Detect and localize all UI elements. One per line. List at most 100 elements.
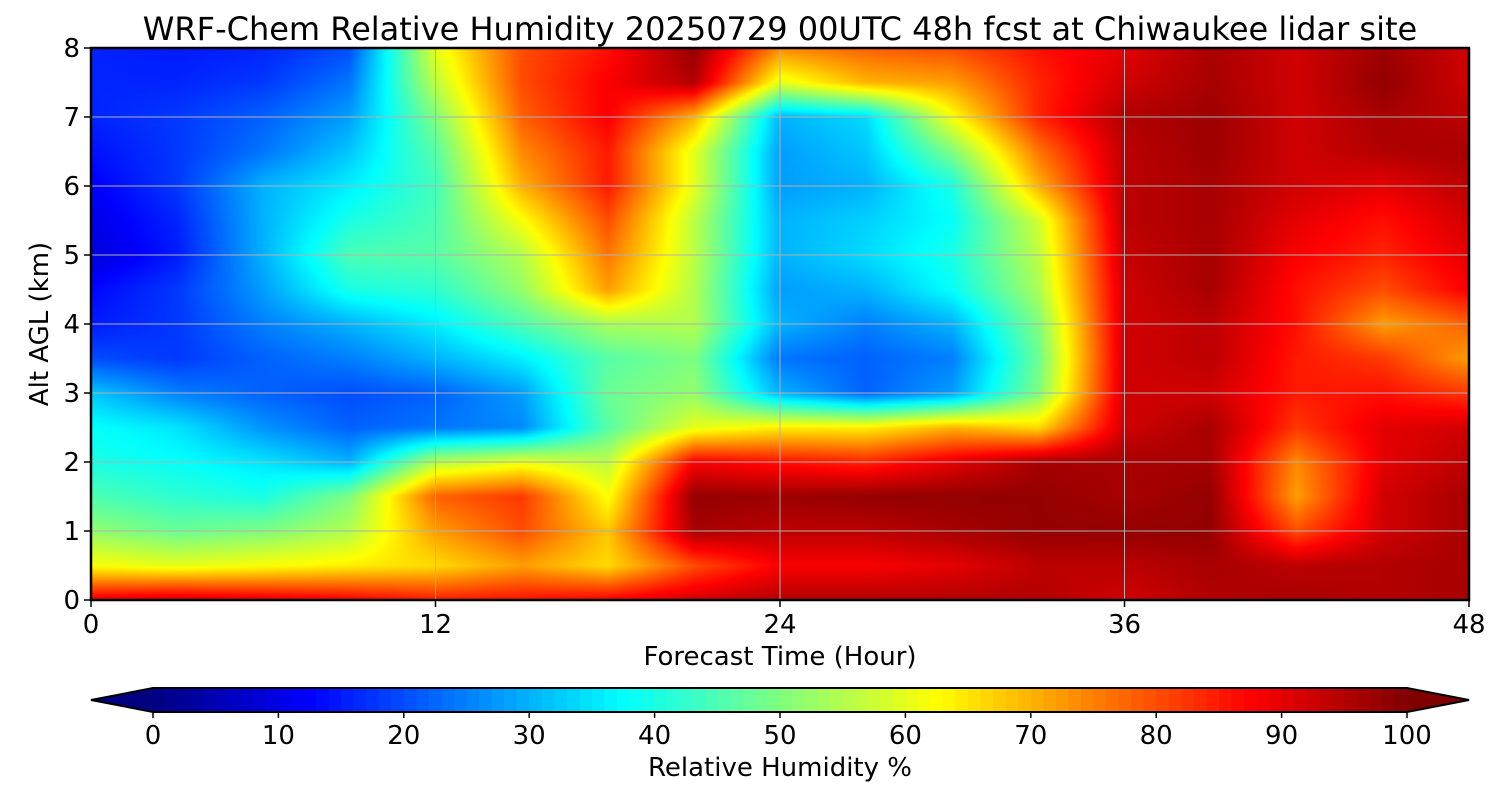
colorbar-swatch xyxy=(165,688,179,712)
colorbar-swatch xyxy=(1369,688,1383,712)
colorbar-swatch xyxy=(491,688,505,712)
y-tick-label: 6 xyxy=(63,172,80,202)
colorbar-swatch xyxy=(767,688,781,712)
colorbar-swatch xyxy=(742,688,756,712)
colorbar-swatch xyxy=(416,688,430,712)
colorbar-tick-label: 80 xyxy=(1140,721,1173,751)
colorbar-swatch xyxy=(1118,688,1132,712)
colorbar-swatch xyxy=(1068,688,1082,712)
colorbar-tick-label: 90 xyxy=(1265,721,1298,751)
colorbar-swatch xyxy=(1344,688,1358,712)
colorbar-swatch xyxy=(943,688,957,712)
colorbar-swatch xyxy=(955,688,969,712)
colorbar-extend-low xyxy=(91,688,153,712)
x-tick-label: 12 xyxy=(419,610,452,640)
colorbar-swatch xyxy=(1168,688,1182,712)
y-tick-label: 5 xyxy=(63,241,80,271)
colorbar-swatch xyxy=(228,688,242,712)
y-tick-label: 3 xyxy=(63,379,80,409)
colorbar-swatch xyxy=(704,688,718,712)
colorbar-swatch xyxy=(968,688,982,712)
colorbar-swatch xyxy=(1206,688,1220,712)
colorbar-swatch xyxy=(892,688,906,712)
colorbar-swatch xyxy=(1269,688,1283,712)
colorbar-swatch xyxy=(341,688,355,712)
colorbar-swatch xyxy=(566,688,580,712)
y-tick-label: 0 xyxy=(63,586,80,616)
y-tick-label: 2 xyxy=(63,448,80,478)
colorbar-tick-label: 10 xyxy=(262,721,295,751)
colorbar-swatch xyxy=(616,688,631,712)
colorbar-swatch xyxy=(604,688,618,712)
colorbar-swatch xyxy=(178,688,192,712)
colorbar-swatch xyxy=(190,688,204,712)
colorbar-swatch xyxy=(792,688,806,712)
colorbar-swatch xyxy=(629,688,643,712)
colorbar-swatch xyxy=(240,688,254,712)
colorbar-swatch xyxy=(817,688,831,712)
colorbar-swatch xyxy=(428,688,443,712)
colorbar-swatch xyxy=(303,688,317,712)
colorbar-swatch xyxy=(855,688,869,712)
y-tick-label: 4 xyxy=(63,310,80,340)
colorbar-label: Relative Humidity % xyxy=(648,753,912,783)
y-axis-label: Alt AGL (km) xyxy=(25,242,55,406)
x-tick-label: 36 xyxy=(1108,610,1141,640)
colorbar-tick-label: 20 xyxy=(387,721,420,751)
colorbar-swatch xyxy=(667,688,681,712)
colorbar-swatch xyxy=(1381,688,1396,712)
colorbar-tick-label: 60 xyxy=(889,721,922,751)
colorbar-swatch xyxy=(529,688,543,712)
colorbar-swatch xyxy=(729,688,743,712)
x-tick-label: 24 xyxy=(763,610,796,640)
colorbar-swatch xyxy=(930,688,944,712)
colorbar-swatch xyxy=(1243,688,1258,712)
chart-title: WRF-Chem Relative Humidity 20250729 00UT… xyxy=(143,10,1417,48)
colorbar-swatch xyxy=(554,688,568,712)
colorbar-swatch xyxy=(754,688,769,712)
colorbar-swatch xyxy=(1281,688,1295,712)
y-tick-label: 7 xyxy=(63,103,80,133)
colorbar-swatch xyxy=(1294,688,1308,712)
colorbar-swatch xyxy=(504,688,518,712)
colorbar-swatch xyxy=(993,688,1007,712)
colorbar-swatch xyxy=(1131,688,1145,712)
colorbar-swatch xyxy=(265,688,279,712)
colorbar-swatch xyxy=(353,688,367,712)
colorbar-swatch xyxy=(1319,688,1333,712)
colorbar-extend-high xyxy=(1407,688,1469,712)
colorbar-swatch xyxy=(692,688,706,712)
colorbar-swatch xyxy=(316,688,330,712)
plot-area xyxy=(89,46,1471,602)
colorbar-swatch xyxy=(1218,688,1233,712)
colorbar-swatch xyxy=(366,688,380,712)
colorbar-swatch xyxy=(378,688,392,712)
colorbar-swatch xyxy=(654,688,668,712)
colorbar-swatch xyxy=(403,688,417,712)
colorbar-swatch xyxy=(1018,688,1032,712)
y-tick-label: 8 xyxy=(63,34,80,64)
colorbar-swatch xyxy=(805,688,819,712)
colorbar-tick-label: 50 xyxy=(763,721,796,751)
colorbar-swatch xyxy=(441,688,455,712)
colorbar-swatch xyxy=(717,688,731,712)
colorbar-tick-label: 40 xyxy=(638,721,671,751)
colorbar-swatch xyxy=(1193,688,1207,712)
colorbar-swatch xyxy=(679,688,693,712)
colorbar-swatch xyxy=(1093,688,1107,712)
colorbar-swatch xyxy=(579,688,593,712)
colorbar-swatch xyxy=(867,688,881,712)
colorbar-swatches xyxy=(153,688,1408,712)
colorbar-swatch xyxy=(980,688,994,712)
colorbar-swatch xyxy=(905,688,919,712)
colorbar-swatch xyxy=(328,688,342,712)
colorbar-swatch xyxy=(1331,688,1345,712)
colorbar-tick-label: 0 xyxy=(145,721,162,751)
colorbar-swatch xyxy=(1356,688,1370,712)
x-tick-label: 48 xyxy=(1452,610,1485,640)
colorbar-swatch xyxy=(516,688,530,712)
colorbar-swatch xyxy=(1080,688,1095,712)
colorbar-swatch xyxy=(278,688,292,712)
colorbar-swatch xyxy=(215,688,229,712)
